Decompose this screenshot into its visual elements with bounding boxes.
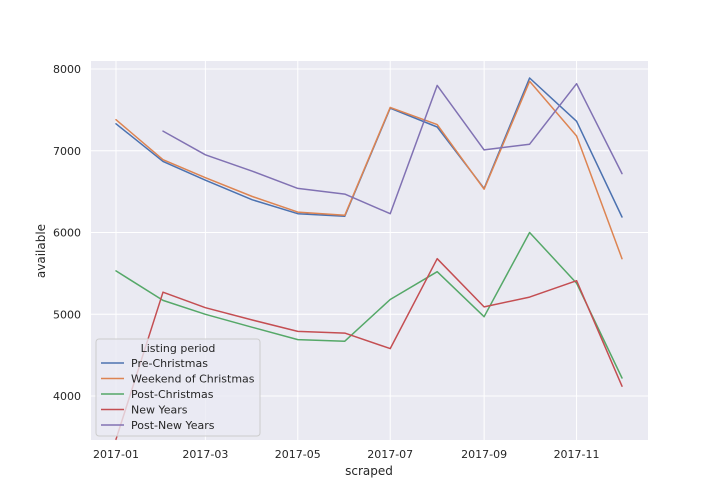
- x-axis-label: scraped: [345, 464, 393, 478]
- legend-box: [95, 338, 261, 437]
- series-line-new-years: [115, 257, 623, 441]
- x-tick-label: 2017-03: [182, 448, 228, 461]
- legend-title: Listing period: [141, 342, 216, 355]
- x-tick-label: 2017-01: [93, 448, 139, 461]
- x-tick-label: 2017-09: [461, 448, 507, 461]
- y-tick-label: 7000: [53, 145, 81, 158]
- series-line-post-christmas: [115, 231, 623, 379]
- x-tick-label: 2017-07: [367, 448, 413, 461]
- y-tick-label: 5000: [53, 308, 81, 321]
- y-tick-label: 8000: [53, 63, 81, 76]
- x-tick-label: 2017-11: [554, 448, 600, 461]
- legend-entries: Pre-Christmas Weekend of Christmas Post-Ch…: [101, 357, 255, 432]
- legend-label-weekend-of-christmas: Weekend of Christmas: [131, 373, 255, 386]
- x-tick-labels: 2017-01 2017-03 2017-05 2017-07 2017-09 2017-…: [93, 448, 600, 461]
- legend-label-new-years: New Years: [131, 404, 188, 417]
- legend: Listing period Pre-Christmas Weekend of C…: [95, 338, 261, 437]
- y-tick-label: 6000: [53, 227, 81, 240]
- y-tick-label: 4000: [53, 390, 81, 403]
- legend-label-post-new-years: Post-New Years: [131, 419, 215, 432]
- series-line-weekend-of-christmas: [115, 80, 623, 260]
- grid-lines: [91, 61, 648, 440]
- y-axis-label: available: [34, 224, 48, 278]
- y-tick-labels: 4000 5000 6000 7000 8000: [53, 63, 81, 403]
- series-line-post-new-years: [162, 82, 623, 215]
- x-tick-label: 2017-05: [275, 448, 321, 461]
- series-lines: [115, 77, 623, 441]
- legend-label-post-christmas: Post-Christmas: [131, 388, 214, 401]
- legend-label-pre-christmas: Pre-Christmas: [131, 357, 208, 370]
